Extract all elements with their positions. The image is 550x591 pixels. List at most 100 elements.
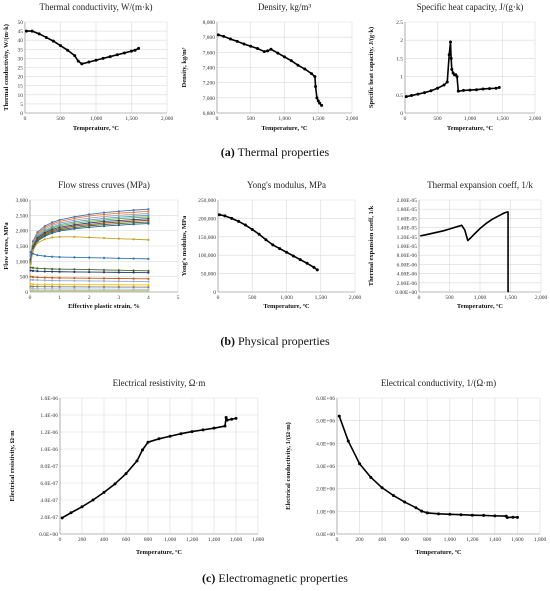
data-point	[450, 67, 454, 71]
x-tick-label: 1,500	[504, 295, 517, 301]
chart-density: Density, kg/m³ 6,800 7,000 7,200 7,400 7,600 7…	[181, 2, 358, 132]
data-point	[88, 218, 91, 222]
y-tick-label: 1.4E-06	[40, 413, 58, 419]
data-point	[410, 94, 413, 98]
data-point	[117, 214, 120, 217]
x-tick-label: 1,500	[315, 295, 328, 301]
data-point	[115, 53, 119, 57]
data-point	[51, 270, 54, 273]
data-point	[117, 217, 120, 220]
data-point	[36, 283, 39, 286]
data-point	[230, 417, 234, 421]
x-tick-label: 5	[177, 295, 180, 301]
data-point	[146, 440, 150, 444]
data-point	[51, 290, 54, 293]
data-point	[132, 238, 135, 241]
x-tick-label: 800	[423, 537, 432, 543]
x-axis-label: Temperature, ºC	[447, 125, 494, 132]
x-tick-label: 1,000	[444, 537, 457, 543]
data-point	[436, 86, 439, 90]
data-point	[88, 236, 91, 239]
y-tick-label: 4.00E-06	[397, 272, 418, 278]
data-point	[102, 271, 106, 274]
data-point	[442, 83, 446, 87]
y-tick-label: 0.5	[396, 93, 403, 99]
y-tick-label: 2	[400, 38, 403, 44]
data-point	[29, 275, 32, 278]
x-tick-label: 2,000	[529, 116, 542, 122]
data-point	[73, 268, 76, 271]
data-point	[223, 424, 227, 428]
data-point	[147, 286, 150, 289]
y-axis-label: Electrical resistivity, Ω·m	[9, 430, 16, 502]
data-point	[88, 221, 91, 225]
data-point	[108, 55, 112, 59]
x-tick-label: 1,000	[164, 537, 177, 543]
data-point	[271, 243, 275, 247]
x-axis-label: Temperature, ºC	[73, 125, 120, 132]
data-point	[289, 59, 293, 63]
data-point	[73, 217, 76, 220]
x-tick-label: 1,400	[208, 537, 221, 543]
data-point	[147, 212, 150, 215]
series-line-0	[218, 34, 323, 106]
data-point	[124, 472, 128, 476]
data-point	[102, 211, 106, 214]
data-point	[36, 239, 39, 243]
data-point	[380, 486, 384, 490]
y-tick-label: 6.00E-06	[397, 262, 418, 268]
data-point	[31, 249, 35, 252]
series-line-0	[338, 415, 518, 519]
x-tick-label: 0	[59, 537, 62, 543]
data-point	[117, 220, 120, 224]
data-point	[132, 269, 135, 272]
data-point	[102, 236, 106, 240]
y-tick-label: 7,000	[203, 96, 216, 102]
data-point	[31, 275, 35, 279]
y-axis-label: Flow stress, MPa	[3, 222, 10, 270]
data-point	[117, 280, 120, 283]
data-point	[179, 432, 183, 436]
y-tick-label: 1,000	[16, 259, 29, 265]
x-tick-label: 500	[248, 295, 257, 301]
chart-electrical-conductivity: Electrical conductivity, 1/(Ω·m) 0.0E+00 1…	[285, 378, 546, 556]
data-point	[229, 37, 232, 41]
data-point	[416, 92, 420, 96]
data-point	[102, 283, 106, 286]
data-point	[117, 269, 120, 272]
data-point	[102, 218, 106, 222]
data-point	[403, 500, 407, 504]
data-point	[132, 213, 135, 216]
data-point	[482, 513, 486, 517]
data-point	[51, 232, 54, 235]
data-point	[468, 88, 472, 92]
data-point	[147, 214, 150, 217]
data-point	[31, 252, 35, 255]
data-point	[102, 220, 106, 223]
y-tick-label: 7,600	[203, 50, 216, 56]
data-point	[132, 220, 135, 223]
data-point	[475, 88, 478, 92]
x-tick-label: 500	[247, 116, 256, 122]
data-point	[29, 285, 32, 288]
x-tick-label: 1,000	[90, 116, 103, 122]
data-point	[448, 512, 452, 516]
data-point	[43, 290, 46, 293]
data-point	[36, 276, 39, 279]
chart-title: Electrical resistivity, Ω·m	[113, 378, 206, 388]
chart-electrical-resistivity: Electrical resistivity, Ω·m 0.0E+00 2.0E-0…	[9, 378, 264, 556]
x-tick-label: 1,200	[466, 537, 479, 543]
x-tick-label: 1,000	[474, 295, 487, 301]
data-point	[102, 256, 106, 260]
data-point	[122, 51, 126, 55]
data-point	[132, 221, 135, 224]
y-tick-label: 50,000	[201, 272, 216, 278]
x-tick-label: 2,000	[346, 116, 359, 122]
data-point	[147, 217, 150, 220]
y-axis-label: Thermal conductivity, W/(m·k)	[3, 24, 10, 111]
data-point	[76, 59, 80, 63]
data-point	[117, 219, 120, 222]
data-point	[102, 213, 106, 216]
data-point	[216, 33, 220, 37]
chart-thermal-conductivity: Thermal conductivity, W/(m·k) 0 5 10 15 20 25 3…	[3, 2, 173, 132]
